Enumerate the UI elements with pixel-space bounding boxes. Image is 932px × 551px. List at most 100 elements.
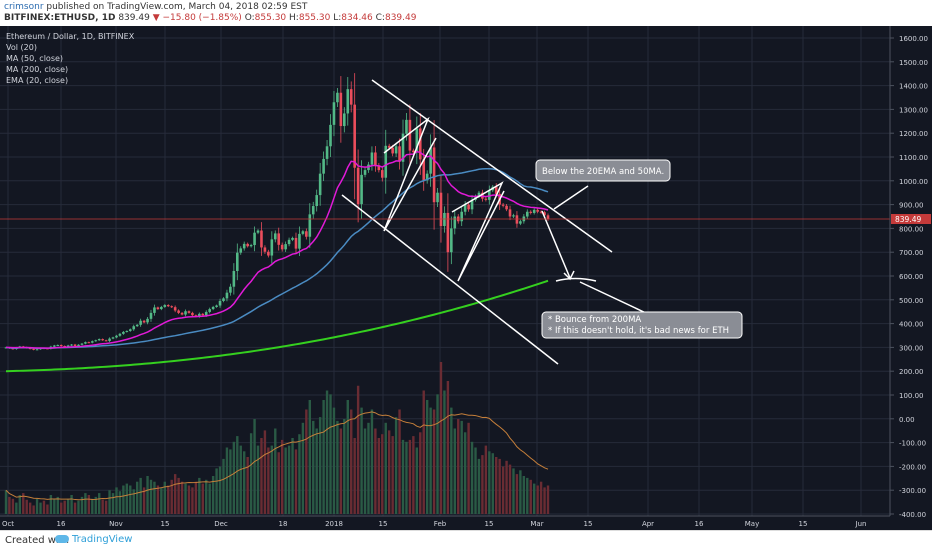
volume-bar bbox=[315, 428, 318, 514]
volume-bar bbox=[284, 447, 287, 514]
volume-bar bbox=[139, 477, 142, 514]
volume-bar bbox=[163, 481, 167, 514]
volume-bar bbox=[491, 453, 494, 514]
volume-bar bbox=[439, 362, 443, 514]
volume-bar bbox=[363, 428, 367, 514]
candle-body bbox=[484, 198, 488, 200]
candle-body bbox=[394, 146, 398, 154]
candle-body bbox=[353, 104, 356, 168]
volume-bar bbox=[536, 485, 539, 514]
time-axis[interactable] bbox=[0, 516, 890, 530]
candle-body bbox=[494, 186, 498, 194]
time-tick-label: May bbox=[745, 520, 759, 528]
candle-body bbox=[412, 150, 415, 153]
candle-body bbox=[463, 204, 467, 212]
volume-bar bbox=[39, 502, 42, 514]
volume-bar bbox=[298, 434, 301, 514]
volume-bar bbox=[267, 447, 270, 514]
volume-bar bbox=[343, 419, 346, 514]
flag-pattern-2 bbox=[451, 181, 505, 282]
time-tick-label: Apr bbox=[642, 520, 654, 528]
candle-body bbox=[156, 307, 160, 310]
close-value: 839.49 bbox=[384, 13, 417, 23]
tradingview-logo[interactable]: TradingView bbox=[55, 534, 132, 545]
change-arrow-icon: ▼ bbox=[152, 13, 160, 23]
candle-body bbox=[477, 192, 481, 197]
volume-bar bbox=[532, 483, 536, 514]
volume-bar bbox=[135, 481, 139, 514]
channel-lower-line bbox=[341, 194, 559, 365]
legend-ema20[interactable]: EMA (20, close) bbox=[6, 76, 68, 85]
volume-bar bbox=[118, 491, 122, 514]
price-chart[interactable]: Below the 20EMA and 50MA. * Bounce from … bbox=[0, 26, 932, 530]
volume-bar bbox=[481, 455, 484, 514]
annotation-box-1[interactable]: Below the 20EMA and 50MA. bbox=[535, 159, 671, 182]
candle-body bbox=[273, 233, 277, 240]
callout-pointer-2 bbox=[579, 281, 649, 315]
candle-body bbox=[346, 89, 350, 114]
volume-bar bbox=[232, 441, 236, 514]
legend-ma50[interactable]: MA (50, close) bbox=[6, 54, 63, 63]
candle-body bbox=[387, 145, 391, 148]
volume-bar bbox=[446, 381, 450, 514]
volume-bar bbox=[187, 485, 191, 514]
candle-body bbox=[187, 311, 191, 313]
volume-bar bbox=[170, 479, 173, 514]
volume-bar bbox=[274, 428, 277, 514]
price-tick-label: 100.00 bbox=[899, 392, 924, 400]
time-tick-label: Jun bbox=[855, 520, 867, 528]
annotation-text-1: Below the 20EMA and 50MA. bbox=[542, 167, 664, 177]
candle-body bbox=[546, 215, 550, 220]
candle-body bbox=[370, 152, 374, 165]
candle-body bbox=[322, 158, 325, 174]
price-axis[interactable] bbox=[890, 26, 932, 530]
publish-text: published on TradingView.com, March 04, … bbox=[43, 2, 308, 12]
price-tick-label: 900.00 bbox=[899, 202, 924, 210]
candle-body bbox=[32, 348, 35, 350]
legend-ma200[interactable]: MA (200, close) bbox=[6, 65, 68, 74]
high-label: H: bbox=[289, 13, 299, 23]
price-tick-label: 500.00 bbox=[899, 297, 924, 305]
price-tick-label: -400.00 bbox=[899, 511, 926, 519]
volume-bar bbox=[401, 439, 405, 514]
candle-body bbox=[160, 306, 163, 310]
open-label: O: bbox=[244, 13, 255, 23]
volume-bar bbox=[522, 476, 526, 514]
candle-body bbox=[56, 345, 60, 347]
candle-body bbox=[215, 305, 218, 307]
volume-bar bbox=[198, 477, 201, 514]
candle-body bbox=[149, 312, 153, 319]
change-value: −15.80 (−1.85%) bbox=[162, 13, 242, 23]
chart-header: crimsonr published on TradingView.com, M… bbox=[0, 0, 932, 26]
candle-body bbox=[80, 343, 84, 345]
volume-bar bbox=[87, 495, 91, 514]
time-tick-label: 15 bbox=[161, 520, 170, 528]
volume-bar bbox=[18, 495, 22, 514]
candle-body bbox=[329, 124, 332, 147]
volume-bar bbox=[377, 438, 381, 514]
candle-body bbox=[235, 252, 239, 272]
annotation-box-2[interactable]: * Bounce from 200MA * If this doesn't ho… bbox=[541, 311, 743, 339]
volume-bar bbox=[129, 485, 132, 514]
price-tick-label: 0.00 bbox=[899, 416, 915, 424]
price-axis-labels: 1600.00 1500.00 1400.00 1300.00 1200.00 1100.… bbox=[890, 35, 928, 519]
candle-body bbox=[270, 239, 274, 256]
volume-bar bbox=[370, 409, 374, 514]
volume-bar bbox=[360, 407, 363, 514]
legend-symbol[interactable]: Ethereum / Dollar, 1D, BITFINEX bbox=[6, 32, 135, 41]
volume-bar bbox=[508, 464, 512, 514]
candle-body bbox=[284, 244, 287, 250]
candle-body bbox=[453, 216, 457, 229]
volume-bar bbox=[239, 445, 242, 514]
candle-body bbox=[536, 209, 539, 212]
footer: Created with TradingView bbox=[0, 530, 932, 551]
volume-bar bbox=[384, 422, 387, 514]
candle-body bbox=[111, 337, 115, 339]
volume-bar bbox=[391, 436, 394, 514]
legend-vol[interactable]: Vol (20) bbox=[6, 43, 37, 52]
candle-body bbox=[153, 307, 156, 313]
indicator-legend: Ethereum / Dollar, 1D, BITFINEX Vol (20)… bbox=[6, 32, 135, 85]
candle-body bbox=[401, 133, 405, 162]
candle-body bbox=[415, 128, 419, 153]
author-link[interactable]: crimsonr bbox=[4, 2, 44, 12]
